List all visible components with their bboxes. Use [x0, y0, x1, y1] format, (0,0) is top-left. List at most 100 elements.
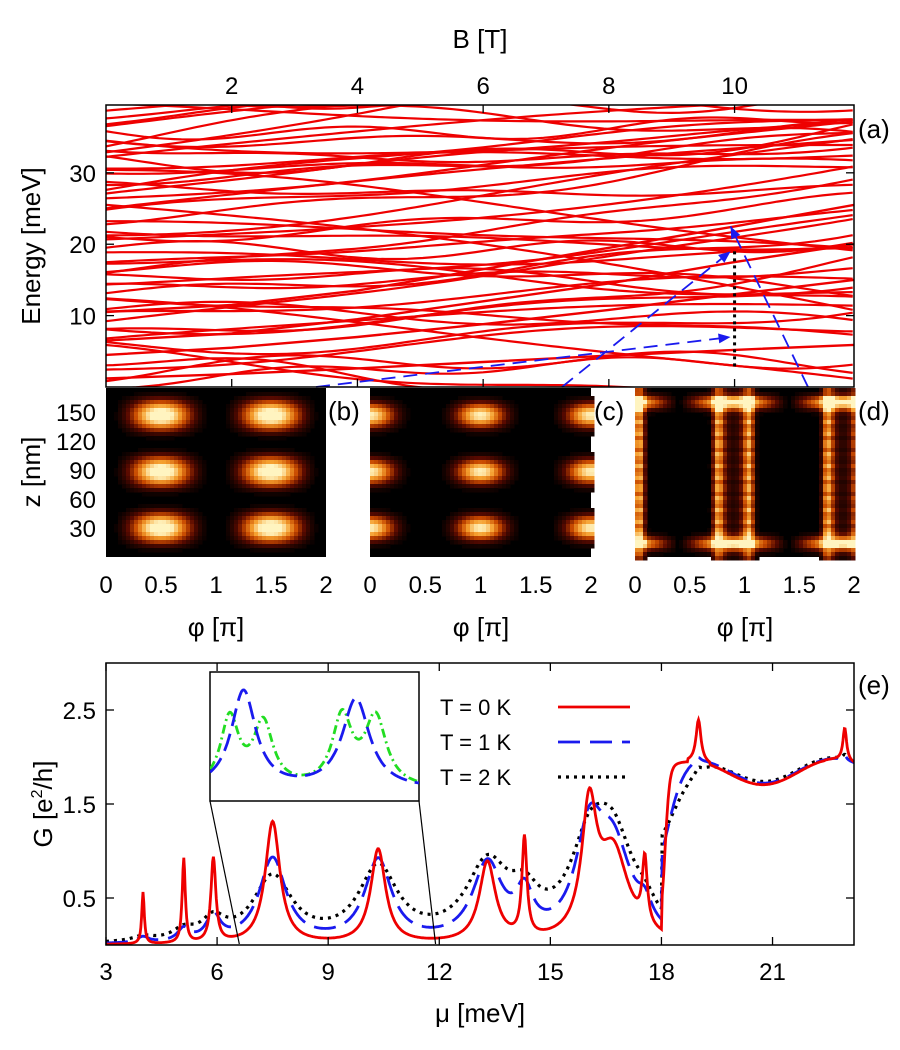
density-cell [278, 428, 283, 433]
density-cell [819, 388, 824, 393]
density-cell [402, 424, 407, 429]
density-cell [506, 428, 511, 433]
density-cell [258, 520, 263, 525]
density-cell [715, 448, 720, 453]
density-cell [294, 472, 299, 477]
density-cell [835, 500, 840, 505]
density-cell [835, 420, 840, 425]
density-cell [514, 408, 519, 413]
density-cell [719, 472, 724, 477]
density-cell [851, 464, 856, 469]
density-cell [843, 408, 848, 413]
conductance-panel: 3 6 9 12 15 18 210.51.52.5 T = 0 KT = 1 KT = 2… [28, 662, 890, 1028]
density-cell [578, 432, 583, 437]
density-cell [839, 556, 844, 561]
density-cell [847, 468, 852, 473]
density-cell [751, 528, 756, 533]
density-cell [270, 416, 275, 421]
density-cell [194, 488, 199, 493]
energy-level-curve [106, 350, 853, 383]
density-cell [254, 472, 259, 477]
density-cell [290, 396, 295, 401]
density-cell [310, 528, 315, 533]
panel-e-tag: (e) [858, 670, 890, 700]
density-cell [711, 408, 716, 413]
density-cell [286, 404, 291, 409]
density-cell [142, 512, 147, 517]
density-cell [759, 396, 764, 401]
density-cell [226, 468, 231, 473]
density-cell [831, 556, 836, 561]
density-cell [142, 544, 147, 549]
density-cell [695, 396, 700, 401]
density-cell [590, 420, 595, 425]
density-cell [819, 448, 824, 453]
density-cell [370, 508, 375, 513]
density-cell [178, 416, 183, 421]
density-cell [831, 508, 836, 513]
density-cell [474, 488, 479, 493]
density-cell [462, 536, 467, 541]
density-cell [450, 408, 455, 413]
density-cell [482, 400, 487, 405]
density-cell [851, 556, 856, 561]
density-cell [190, 512, 195, 517]
density-cell [635, 420, 640, 425]
density-cell [126, 516, 131, 521]
density-cell [659, 536, 664, 541]
density-cell [178, 508, 183, 513]
density-cell [242, 412, 247, 417]
density-cell [570, 516, 575, 521]
density-cell [562, 516, 567, 521]
density-cell [851, 548, 856, 553]
density-cell [406, 524, 411, 529]
density-cell [510, 480, 515, 485]
density-cell [226, 424, 231, 429]
density-cell [162, 504, 167, 509]
density-cell [122, 452, 127, 457]
density-cell [250, 464, 255, 469]
density-cell [186, 512, 191, 517]
density-cell [502, 460, 507, 465]
density-cell [182, 468, 187, 473]
density-cell [835, 508, 840, 513]
density-cell [182, 540, 187, 545]
density-cell [134, 428, 139, 433]
density-cell [442, 476, 447, 481]
density-cell [743, 416, 748, 421]
density-cell [462, 528, 467, 533]
density-cell [795, 400, 800, 405]
density-cell [190, 536, 195, 541]
density-cell [254, 420, 259, 425]
density-cell [835, 404, 840, 409]
density-cell [242, 396, 247, 401]
density-cell [298, 396, 303, 401]
x-tick-label: 6 [476, 73, 489, 100]
density-cell [150, 540, 155, 545]
density-cell [238, 472, 243, 477]
density-cell [398, 476, 403, 481]
density-cell [715, 424, 720, 429]
density-cell [743, 512, 748, 517]
density-cell [843, 472, 848, 477]
phi-tick-label: 0 [363, 572, 376, 599]
density-cell [498, 456, 503, 461]
density-cell [282, 400, 287, 405]
density-cell [478, 524, 483, 529]
density-cell [202, 416, 207, 421]
density-cell [442, 520, 447, 525]
density-cell [815, 540, 820, 545]
density-cell [843, 556, 848, 561]
density-cell [566, 484, 571, 489]
density-cell [643, 556, 648, 561]
density-cell [242, 484, 247, 489]
density-cell [570, 512, 575, 517]
density-cell [162, 464, 167, 469]
density-cell [462, 484, 467, 489]
density-cell [831, 408, 836, 413]
density-cell [506, 420, 511, 425]
density-cell [118, 536, 123, 541]
density-cell [142, 424, 147, 429]
density-cell [735, 460, 740, 465]
density-cell [639, 412, 644, 417]
